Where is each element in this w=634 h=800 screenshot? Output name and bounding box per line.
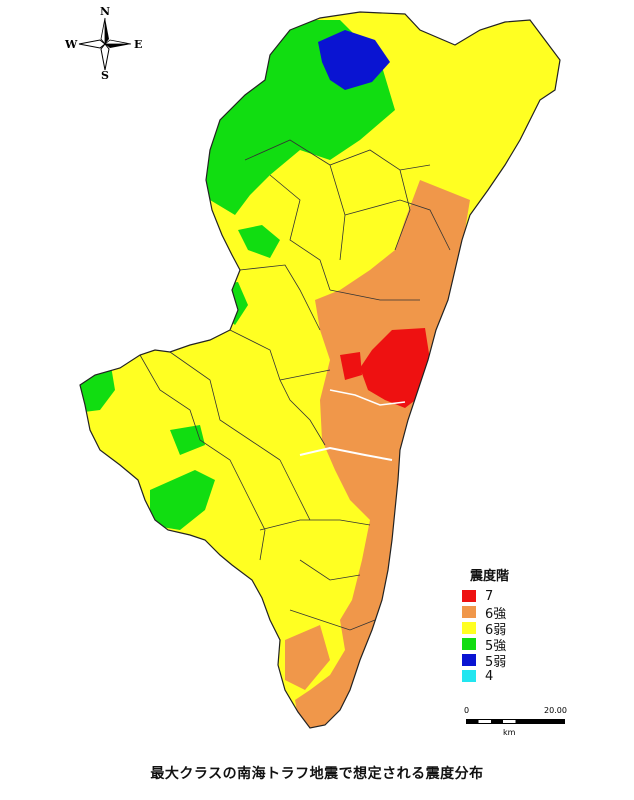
compass-east-label: E: [134, 38, 142, 51]
compass-north-label: N: [100, 5, 110, 18]
zone-7-patch: [340, 352, 362, 380]
legend-item-6-lower: 6弱: [462, 620, 552, 638]
scale-bar-graphic: [466, 719, 565, 724]
legend-item-6-upper: 6強: [462, 604, 552, 622]
compass-west-label: W: [64, 38, 78, 51]
map-canvas: N S E W: [64, 5, 561, 729]
zone-6-upper-south: [285, 625, 330, 690]
zone-5-upper-patch: [238, 225, 280, 258]
legend-title: 震度階: [470, 569, 510, 584]
legend-label: 7: [485, 588, 494, 604]
zone-5-lower: [318, 30, 390, 90]
scale-bar: 0 20.00 km: [464, 706, 576, 746]
legend-label: 5強: [485, 638, 507, 654]
scale-start-label: 0: [464, 706, 470, 715]
legend-item-4: 4: [462, 668, 552, 684]
legend-label: 4: [485, 668, 494, 684]
municipal-boundaries: [139, 139, 451, 631]
legend-label: 6弱: [485, 622, 507, 638]
zone-5-upper-southwest: [150, 470, 215, 530]
scale-unit-label: km: [503, 728, 516, 737]
compass-south-label: S: [101, 69, 109, 82]
zone-7: [360, 328, 430, 408]
scale-end-label: 20.00: [544, 706, 567, 715]
river: [329, 389, 406, 406]
river: [299, 446, 393, 461]
legend: 震度階 7 6強 6弱 5強 5弱 4: [462, 565, 552, 684]
legend-swatch: [462, 654, 476, 666]
legend-item-5-lower: 5弱: [462, 652, 552, 670]
legend-swatch: [462, 622, 476, 634]
prefecture-outline: [79, 11, 561, 729]
map-caption: 最大クラスの南海トラフ地震で想定される震度分布: [150, 766, 484, 782]
compass-rose: N S E W: [64, 5, 142, 82]
legend-swatch: [462, 606, 476, 618]
legend-swatch: [462, 670, 476, 682]
legend-label: 6強: [485, 606, 507, 622]
legend-item-7: 7: [462, 588, 552, 604]
legend-label: 5弱: [485, 654, 507, 670]
zone-5-upper-patch-3: [170, 425, 205, 455]
legend-swatch: [462, 638, 476, 650]
legend-item-5-upper: 5強: [462, 636, 552, 654]
legend-swatch: [462, 590, 476, 602]
